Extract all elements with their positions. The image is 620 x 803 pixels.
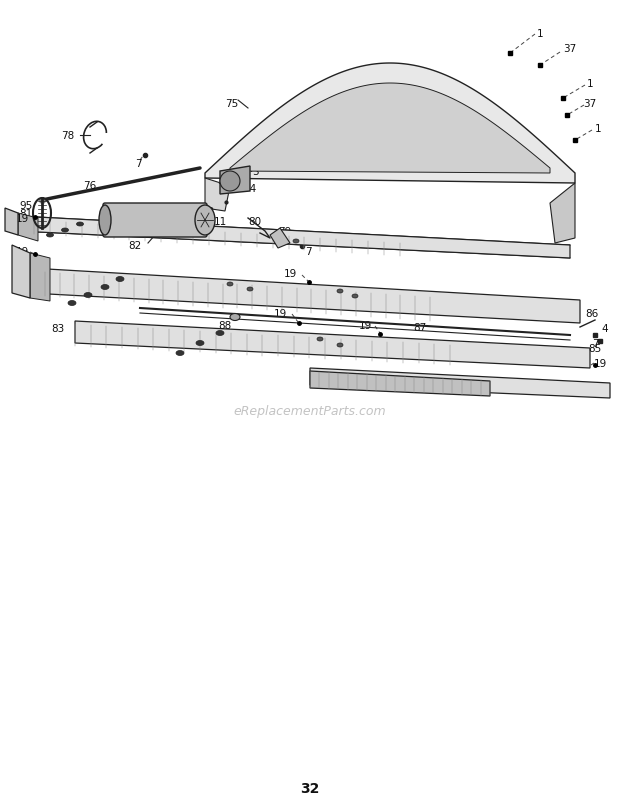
Text: 74: 74: [244, 184, 257, 194]
Polygon shape: [12, 246, 30, 299]
Ellipse shape: [337, 290, 343, 294]
Text: 87: 87: [414, 323, 427, 332]
Text: 75: 75: [226, 99, 239, 109]
Text: 77: 77: [249, 164, 262, 173]
Polygon shape: [30, 254, 50, 302]
Ellipse shape: [317, 337, 323, 341]
Text: 1: 1: [587, 79, 593, 89]
Text: 4: 4: [601, 324, 608, 333]
Ellipse shape: [337, 344, 343, 348]
Text: 3: 3: [252, 167, 259, 177]
Ellipse shape: [61, 229, 68, 233]
Text: 7: 7: [135, 159, 141, 169]
Polygon shape: [310, 372, 490, 397]
Text: 7: 7: [304, 247, 311, 257]
Polygon shape: [205, 179, 230, 212]
Ellipse shape: [176, 351, 184, 356]
Text: 19: 19: [358, 320, 371, 331]
Text: 11: 11: [213, 217, 227, 226]
Text: 19: 19: [593, 359, 606, 369]
Text: 19: 19: [16, 214, 29, 224]
Text: 37: 37: [583, 99, 596, 109]
Text: 88: 88: [218, 320, 232, 331]
Text: 19: 19: [273, 308, 286, 319]
Text: 85: 85: [588, 344, 601, 353]
Text: 1: 1: [595, 124, 601, 134]
Ellipse shape: [216, 331, 224, 336]
Ellipse shape: [196, 341, 204, 346]
Polygon shape: [270, 229, 290, 249]
Ellipse shape: [68, 301, 76, 306]
Text: 7: 7: [591, 339, 598, 349]
Ellipse shape: [277, 236, 283, 240]
Ellipse shape: [116, 277, 124, 282]
Ellipse shape: [220, 172, 240, 192]
Text: 37: 37: [564, 44, 577, 54]
Text: 7: 7: [216, 183, 223, 193]
Text: 80: 80: [249, 217, 262, 226]
Ellipse shape: [84, 293, 92, 298]
Ellipse shape: [101, 285, 109, 290]
Ellipse shape: [227, 283, 233, 287]
Polygon shape: [5, 209, 18, 236]
Polygon shape: [550, 184, 575, 243]
Text: 19: 19: [16, 247, 29, 257]
Text: 76: 76: [83, 181, 97, 191]
Text: 84: 84: [14, 263, 27, 274]
Ellipse shape: [76, 222, 84, 226]
Ellipse shape: [46, 234, 53, 238]
Text: 1: 1: [537, 29, 543, 39]
Polygon shape: [18, 217, 570, 259]
FancyBboxPatch shape: [103, 204, 207, 238]
Text: 13: 13: [202, 206, 215, 217]
Text: 32: 32: [300, 781, 320, 795]
Polygon shape: [18, 214, 38, 242]
Polygon shape: [75, 321, 590, 369]
Text: 83: 83: [51, 324, 64, 333]
Ellipse shape: [352, 295, 358, 299]
Text: 82: 82: [128, 241, 141, 251]
Ellipse shape: [195, 206, 215, 236]
Polygon shape: [230, 84, 550, 173]
Text: 79: 79: [278, 226, 291, 237]
Text: eReplacementParts.com: eReplacementParts.com: [234, 405, 386, 418]
Ellipse shape: [99, 206, 111, 236]
Polygon shape: [205, 64, 575, 184]
Ellipse shape: [247, 287, 253, 291]
Text: 81: 81: [19, 209, 33, 218]
Ellipse shape: [230, 314, 240, 321]
Text: 19: 19: [283, 269, 296, 279]
Text: 78: 78: [61, 131, 74, 141]
Polygon shape: [310, 369, 610, 398]
Ellipse shape: [293, 240, 299, 243]
Text: 95: 95: [19, 201, 33, 210]
Polygon shape: [220, 167, 250, 195]
Text: 86: 86: [585, 308, 599, 319]
Polygon shape: [30, 269, 580, 324]
